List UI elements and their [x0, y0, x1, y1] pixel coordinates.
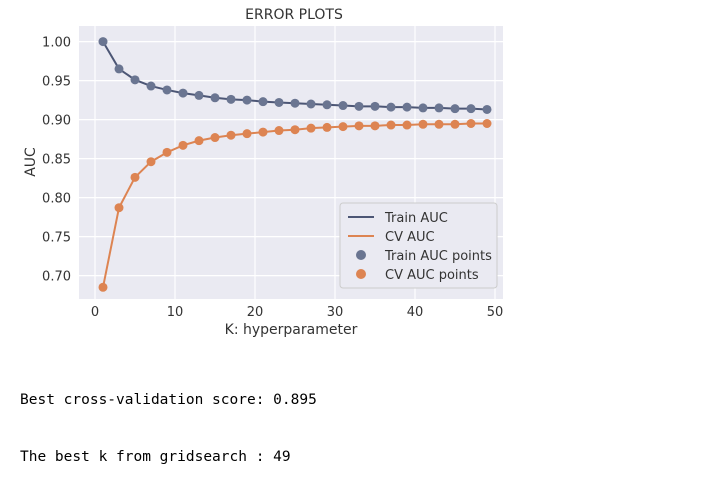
series-1-point: [274, 97, 284, 107]
legend-label: Train AUC points: [384, 249, 492, 264]
series-1-point: [418, 103, 428, 113]
series-2-point: [338, 122, 348, 132]
legend: Train AUC CV AUC Train AUC points CV AUC po…: [339, 202, 498, 289]
series-layer: [98, 37, 492, 292]
series-1-point: [130, 75, 140, 85]
series-1-point: [194, 90, 204, 100]
legend-label: CV AUC points: [385, 268, 479, 283]
series-2-point: [146, 157, 156, 167]
series-1-point: [114, 64, 124, 74]
series-2-point: [258, 127, 268, 137]
series-1-point: [226, 94, 236, 104]
series-2-point: [370, 121, 380, 131]
y-tick-label: 1.00: [42, 36, 71, 51]
series-1-point: [466, 104, 476, 114]
series-1-point: [354, 101, 364, 111]
series-1-point: [338, 101, 348, 111]
series-2-point: [402, 120, 412, 130]
series-2-point: [210, 133, 220, 143]
series-2-point: [194, 136, 204, 146]
series-2-point: [434, 119, 444, 129]
y-tick-label: 0.80: [42, 192, 71, 207]
x-axis-label: K: hyperparameter: [225, 322, 358, 338]
console-output: Best cross-validation score: 0.895 The b…: [20, 353, 317, 486]
x-tick-label: 30: [327, 305, 344, 320]
series-2-point: [482, 119, 492, 128]
y-tick-label: 0.95: [42, 75, 71, 90]
series-2-point: [130, 172, 140, 182]
grid-lines: [79, 26, 503, 299]
series-1-point: [290, 98, 300, 108]
y-tick-label: 0.90: [42, 114, 71, 129]
x-tick-labels: 0 10 20 30 40 50: [91, 305, 503, 320]
series-2-point: [274, 126, 284, 136]
series-2-point: [418, 119, 428, 129]
series-2-point: [386, 120, 396, 130]
series-1-point: [370, 101, 380, 111]
chart-title: ERROR PLOTS: [245, 7, 343, 23]
series-1-point: [402, 102, 412, 112]
series-1-point: [162, 85, 172, 95]
series-1-point: [242, 95, 252, 105]
series-2-point: [290, 125, 300, 135]
series-2-point: [162, 147, 172, 157]
y-tick-labels: 0.70 0.75 0.80 0.85 0.90 0.95 1.00: [42, 36, 71, 285]
series-2-point: [322, 122, 332, 132]
series-2-point: [450, 119, 460, 129]
best-score-line: Best cross-validation score: 0.895: [20, 392, 317, 408]
series-1-point: [98, 37, 108, 47]
series-2-point: [306, 123, 316, 133]
series-2-point: [178, 140, 188, 150]
x-tick-label: 40: [407, 305, 424, 320]
y-tick-label: 0.75: [42, 231, 71, 246]
x-tick-label: 0: [91, 305, 99, 320]
y-axis-label: AUC: [23, 147, 39, 177]
x-tick-label: 10: [167, 305, 184, 320]
series-1-point: [482, 104, 492, 114]
series-1-point: [210, 93, 220, 103]
series-1-point: [322, 100, 332, 110]
series-1-point: [306, 99, 316, 109]
y-tick-label: 0.70: [42, 270, 71, 285]
series-1-point: [434, 103, 444, 113]
series-1-point: [386, 102, 396, 112]
series-1-point: [450, 104, 460, 114]
legend-dot-swatch: [356, 250, 366, 260]
series-2-point: [466, 119, 476, 128]
legend-label: CV AUC: [385, 230, 435, 245]
legend-label: Train AUC: [384, 211, 448, 226]
y-tick-label: 0.85: [42, 153, 71, 168]
x-tick-label: 50: [487, 305, 504, 320]
series-2-point: [114, 203, 124, 213]
legend-dot-swatch: [356, 269, 366, 279]
legend-box: [339, 202, 498, 289]
best-k-line: The best k from gridsearch : 49: [20, 449, 291, 465]
x-tick-label: 20: [247, 305, 264, 320]
error-plot-figure: ERROR PLOTS 0 10 20 30 40 50 0.70 0.75 0.80 0.85…: [23, 7, 503, 338]
series-2-point: [226, 130, 236, 140]
series-1-point: [178, 88, 188, 98]
series-1-point: [146, 81, 156, 91]
series-1-point: [258, 97, 268, 107]
series-2-point: [354, 121, 364, 131]
series-2-point: [98, 282, 108, 292]
series-2-point: [242, 129, 252, 139]
